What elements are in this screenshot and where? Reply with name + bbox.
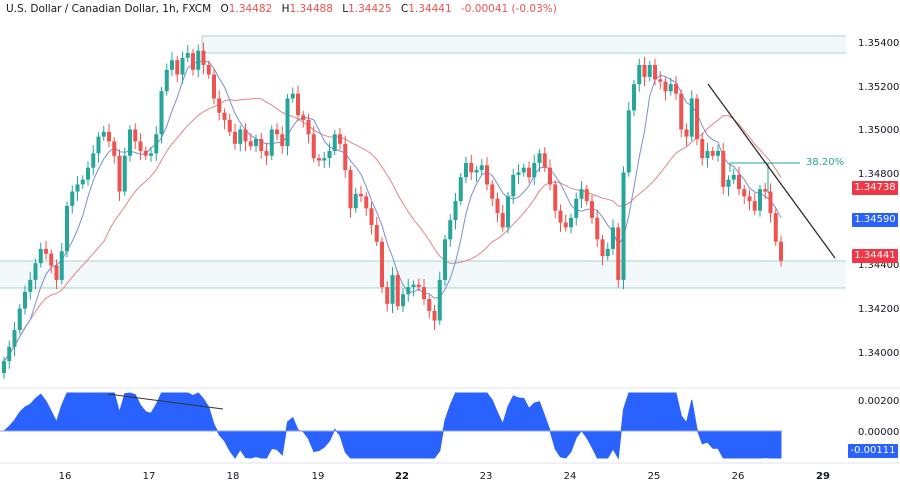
price-axis[interactable]: 1.35400 1.35200 1.35000 1.34800 1.34400 … (858, 38, 899, 359)
open-value: 1.34482 (228, 3, 273, 15)
chart-header: U.S. Dollar / Canadian Dollar, 1h, FXCM … (6, 3, 557, 15)
resistance-zone[interactable] (202, 36, 846, 53)
time-tick: 19 (312, 471, 325, 482)
candlestick-series (2, 42, 783, 380)
oscillator-value-tag: -0.00111 (848, 444, 898, 458)
time-tick: 25 (648, 471, 661, 482)
time-tick: 22 (395, 471, 409, 482)
fast-moving-average (3, 60, 782, 362)
close-value: 1.34441 (408, 3, 452, 15)
time-tick: 24 (564, 471, 577, 482)
fib-38-label: 38.20% (806, 157, 845, 168)
price-tick: 1.35400 (858, 38, 899, 49)
symbol-title: U.S. Dollar / Canadian Dollar, 1h, FXCM (6, 3, 212, 15)
descending-trendline[interactable] (707, 83, 836, 259)
open-label: O (220, 3, 229, 15)
time-tick: 23 (480, 471, 493, 482)
time-tick: 29 (816, 471, 830, 482)
price-tick: 1.34000 (858, 348, 899, 359)
price-tick: 1.34800 (858, 169, 899, 180)
time-axis[interactable]: 16 17 18 19 22 23 24 25 26 29 (59, 471, 830, 482)
price-tick: 1.35000 (858, 125, 899, 136)
price-tick: 1.34200 (858, 304, 899, 315)
price-tick: 1.34400 (858, 260, 899, 271)
high-label: H (281, 3, 290, 15)
time-tick: 17 (143, 471, 156, 482)
high-value: 1.34488 (289, 3, 333, 15)
divergence-trendline[interactable] (107, 393, 224, 410)
support-zone[interactable] (0, 261, 846, 288)
close-label: C (400, 3, 409, 15)
time-tick: 16 (59, 471, 72, 482)
oscillator-area (2, 392, 782, 460)
time-tick: 26 (732, 471, 745, 482)
oscillator-axis[interactable]: 0.00200 0.00000 (858, 396, 899, 438)
price-tag-ma-fast: 1.34590 (852, 213, 898, 227)
oscillator-tick: 0.00000 (858, 427, 899, 438)
change-value: -0.00041 (-0.03%) (460, 3, 557, 15)
price-tick: 1.35200 (858, 82, 899, 93)
oscillator-tick: 0.00200 (858, 396, 899, 407)
price-tag-ma-slow: 1.34738 (852, 181, 898, 195)
time-tick: 18 (227, 471, 240, 482)
price-tag-last-close: 1.34441 (852, 249, 898, 263)
low-label: L (342, 3, 349, 15)
slow-moving-average (3, 97, 782, 362)
low-value: 1.34425 (348, 3, 392, 15)
